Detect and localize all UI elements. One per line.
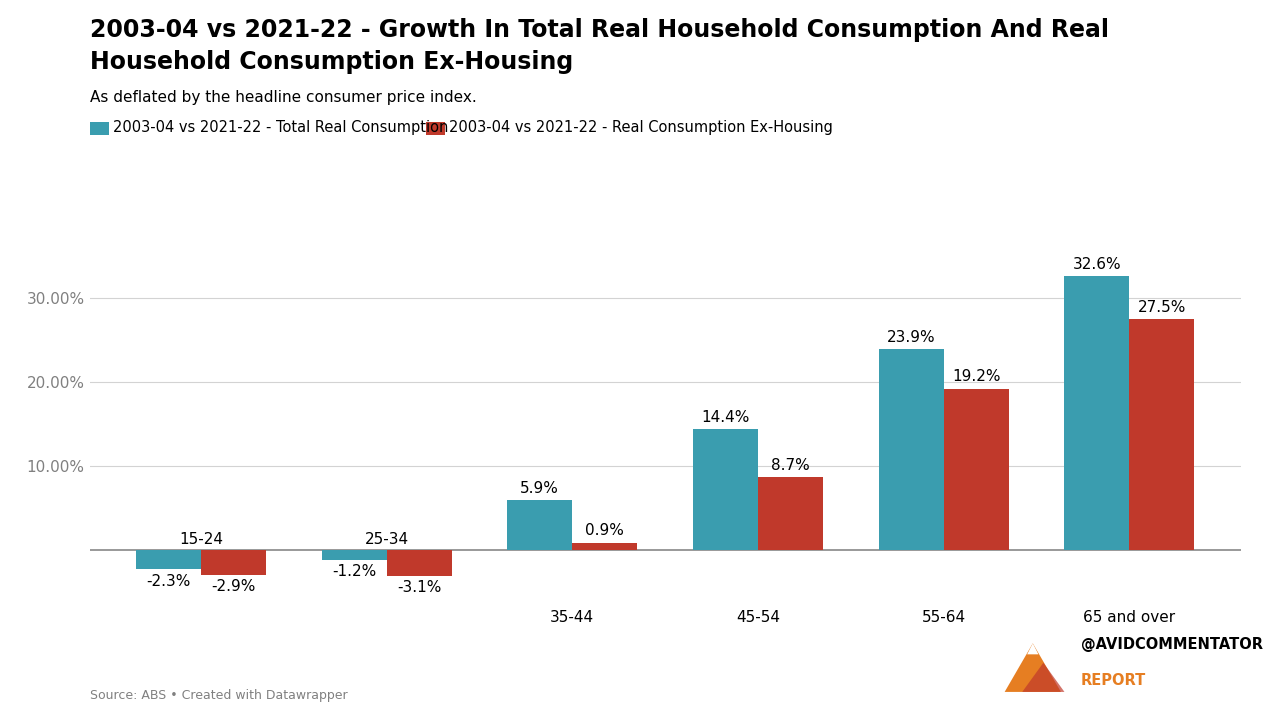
Text: 19.2%: 19.2% bbox=[952, 369, 1000, 384]
Text: -1.2%: -1.2% bbox=[333, 564, 376, 580]
Bar bbox=[321, 550, 386, 560]
Polygon shape bbox=[1005, 644, 1062, 692]
Text: 0.9%: 0.9% bbox=[586, 523, 624, 539]
Text: As deflated by the headline consumer price index.: As deflated by the headline consumer pri… bbox=[90, 90, 476, 105]
Text: -2.9%: -2.9% bbox=[211, 579, 256, 594]
Bar bbox=[136, 550, 201, 570]
Bar bbox=[944, 389, 1009, 550]
Text: 2003-04 vs 2021-22 - Growth In Total Real Household Consumption And Real: 2003-04 vs 2021-22 - Growth In Total Rea… bbox=[90, 18, 1109, 42]
Bar bbox=[201, 550, 266, 575]
Bar bbox=[879, 349, 944, 550]
Text: Household Consumption Ex-Housing: Household Consumption Ex-Housing bbox=[90, 50, 573, 74]
Bar bbox=[1064, 276, 1129, 550]
Text: REPORT: REPORT bbox=[1081, 673, 1146, 688]
Text: -2.3%: -2.3% bbox=[146, 574, 191, 589]
Text: 15-24: 15-24 bbox=[179, 532, 223, 547]
Bar bbox=[1129, 319, 1195, 550]
Bar bbox=[572, 543, 637, 550]
Bar bbox=[758, 477, 822, 550]
Text: 25-34: 25-34 bbox=[365, 532, 409, 547]
Text: 8.7%: 8.7% bbox=[771, 458, 810, 473]
Bar bbox=[508, 500, 572, 550]
Text: 32.6%: 32.6% bbox=[1072, 256, 1122, 271]
Text: 5.9%: 5.9% bbox=[521, 481, 559, 496]
Text: 2003-04 vs 2021-22 - Total Real Consumption: 2003-04 vs 2021-22 - Total Real Consumpt… bbox=[113, 120, 448, 135]
Text: 14.4%: 14.4% bbox=[701, 410, 749, 425]
Polygon shape bbox=[1022, 662, 1064, 692]
Bar bbox=[693, 429, 758, 550]
Text: Source: ABS • Created with Datawrapper: Source: ABS • Created with Datawrapper bbox=[90, 689, 347, 702]
Text: 2003-04 vs 2021-22 - Real Consumption Ex-Housing: 2003-04 vs 2021-22 - Real Consumption Ex… bbox=[449, 120, 833, 135]
Text: @AVIDCOMMENTATOR: @AVIDCOMMENTATOR bbox=[1081, 637, 1262, 652]
Bar bbox=[386, 550, 451, 576]
Text: 23.9%: 23.9% bbox=[886, 330, 935, 345]
Polygon shape bbox=[1027, 644, 1039, 654]
Text: -3.1%: -3.1% bbox=[396, 580, 441, 595]
Text: 27.5%: 27.5% bbox=[1137, 300, 1186, 315]
